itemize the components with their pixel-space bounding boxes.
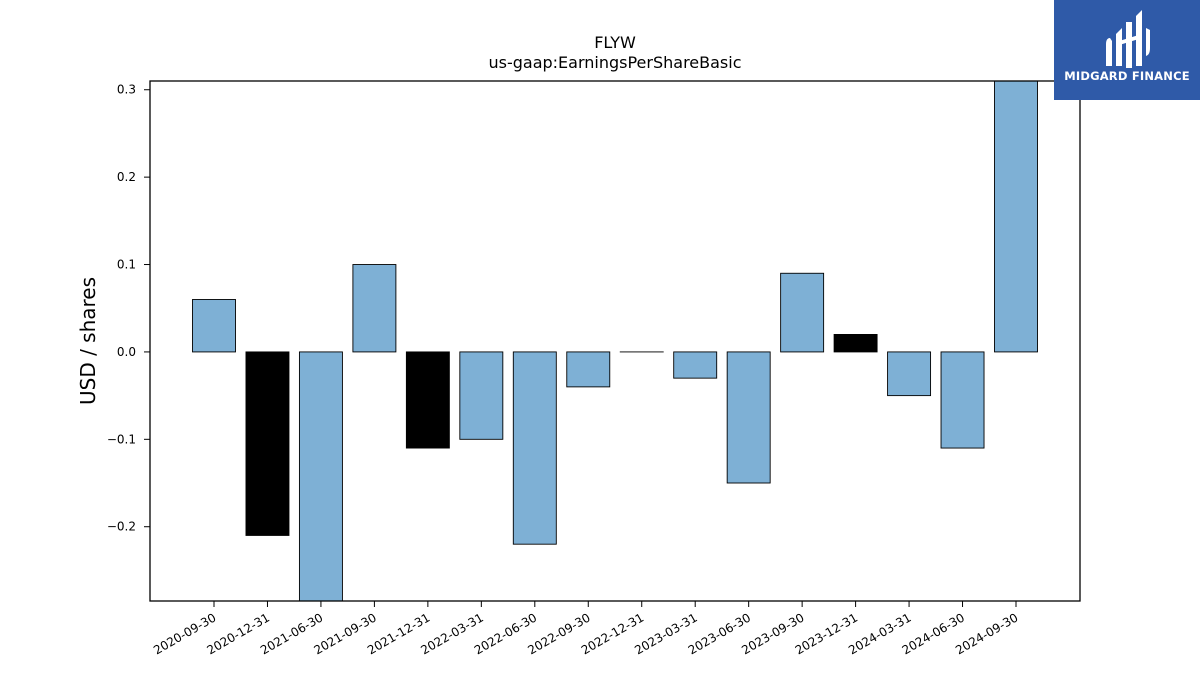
y-tick-label: 0.3 [117,83,136,97]
y-tick-label: −0.1 [107,432,136,446]
logo-text: MIDGARD FINANCE [1064,69,1190,83]
bar-2020-12-31 [245,351,290,536]
bar-2021-09-30 [352,264,397,353]
bars-group [192,80,1038,602]
midgard-logo-icon [1106,10,1150,68]
y-tick-label: 0.1 [117,258,136,272]
bar-2023-09-30 [780,272,825,353]
plot-frame [149,80,1081,602]
y-axis-label: USD / shares [76,277,100,405]
logo-badge: MIDGARD FINANCE [1054,0,1200,100]
bar-2024-06-30 [940,351,985,449]
x-ticks-group: 2020-09-302020-12-312021-06-302021-09-30… [151,601,1021,657]
y-tick-label: 0.0 [117,345,136,359]
chart-subtitle: us-gaap:EarningsPerShareBasic [488,53,741,72]
bar-2023-03-31 [673,351,718,379]
bar-2023-06-30 [726,351,771,484]
bar-2021-06-30 [298,351,343,602]
y-tick-label: −0.2 [107,520,136,534]
y-ticks-group: −0.2 −0.1 0.0 0.1 0.2 0.3 [107,83,150,534]
bar-2022-06-30 [512,351,557,545]
bar-2021-12-31 [405,351,450,449]
bar-2024-09-30 [994,80,1038,353]
y-tick-label: 0.2 [117,170,136,184]
bar-2022-03-31 [459,351,504,440]
bar-2023-12-31 [833,334,878,353]
bar-2022-09-30 [566,351,611,388]
bar-2024-03-31 [887,351,932,397]
chart-title: FLYW [594,33,636,52]
bar-2020-09-30 [192,299,236,353]
